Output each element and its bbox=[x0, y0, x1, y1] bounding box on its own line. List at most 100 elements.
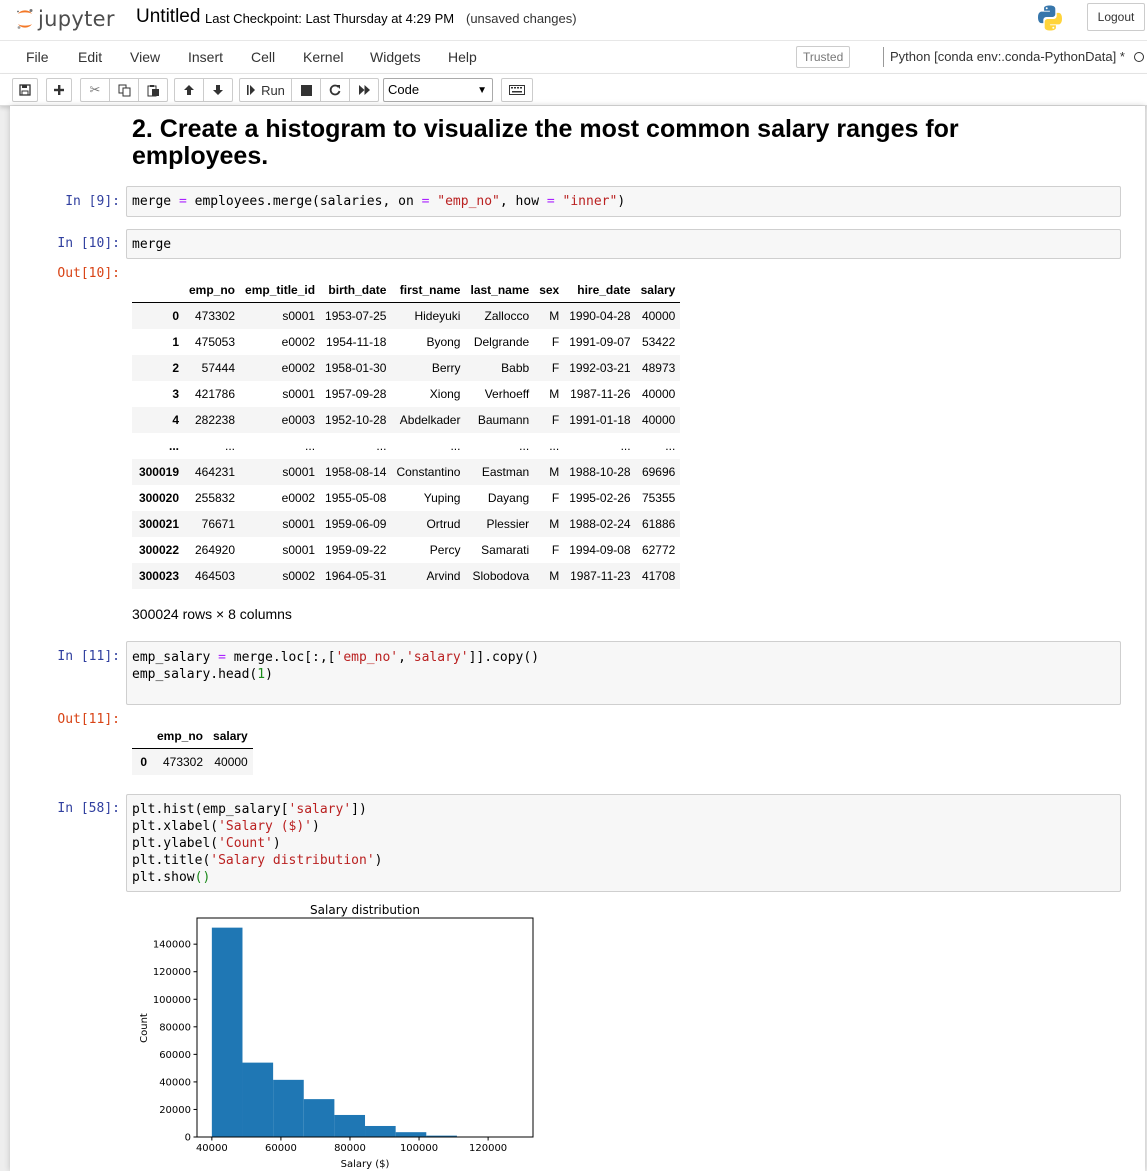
table-cell: 40000 bbox=[641, 413, 676, 427]
code-cell-in-10[interactable]: merge bbox=[126, 229, 1121, 259]
table-cell: 69696 bbox=[641, 465, 676, 479]
code-line: merge = employees.merge(salaries, on = "… bbox=[132, 194, 626, 209]
table-cell: s0001 bbox=[282, 387, 316, 401]
table-cell: ... bbox=[376, 439, 387, 453]
table-cell: F bbox=[551, 361, 560, 375]
table-cell: 48973 bbox=[641, 361, 676, 375]
table-cell: 473302 bbox=[162, 755, 204, 769]
x-tick-label: 80000 bbox=[334, 1143, 366, 1154]
table-cell: 475053 bbox=[194, 335, 236, 349]
row-index: 0 bbox=[140, 755, 147, 769]
save-button[interactable] bbox=[12, 78, 38, 102]
run-button[interactable]: Run bbox=[239, 78, 292, 102]
copy-icon bbox=[118, 84, 130, 96]
table-cell: Samarati bbox=[481, 543, 530, 557]
y-tick-label: 60000 bbox=[159, 1050, 191, 1061]
column-header: emp_title_id bbox=[240, 277, 321, 303]
toolbar: ✂ Run Code ▼ bbox=[0, 74, 1147, 106]
kernel-name[interactable]: Python [conda env:.conda-PythonData] * bbox=[890, 49, 1125, 64]
paste-button[interactable] bbox=[138, 78, 168, 102]
restart-run-all-button[interactable] bbox=[349, 78, 379, 102]
column-header: emp_no bbox=[184, 277, 241, 303]
table-cell: 464231 bbox=[194, 465, 236, 479]
table-cell: 1988-10-28 bbox=[569, 465, 631, 479]
table-cell: e0003 bbox=[281, 413, 316, 427]
table-cell: 1987-11-26 bbox=[570, 387, 631, 401]
menu-help[interactable]: Help bbox=[448, 49, 477, 65]
kernel-idle-indicator-icon bbox=[1134, 52, 1144, 62]
command-palette-button[interactable] bbox=[501, 78, 533, 102]
code-cell-in-58[interactable]: plt.hist(emp_salary['salary']) plt.xlabe… bbox=[126, 794, 1121, 892]
table-cell: Percy bbox=[429, 543, 461, 557]
code-line: plt.ylabel('Count') bbox=[132, 836, 281, 851]
menu-kernel[interactable]: Kernel bbox=[303, 49, 344, 65]
table-cell: 1957-09-28 bbox=[325, 387, 387, 401]
notebook-name[interactable]: Untitled bbox=[136, 6, 201, 27]
menu-widgets[interactable]: Widgets bbox=[370, 49, 421, 65]
histogram-bar bbox=[303, 1099, 335, 1137]
table-cell: M bbox=[549, 517, 560, 531]
table-row: 4 282238 e0003 1952-10-28 Abdelkader Baumann F… bbox=[132, 407, 681, 433]
logout-button[interactable]: Logout bbox=[1087, 3, 1145, 31]
row-index: 300021 bbox=[138, 517, 179, 531]
table-cell: Hideyuki bbox=[414, 309, 461, 323]
table-cell: Berry bbox=[431, 361, 461, 375]
plot-frame bbox=[196, 917, 534, 1138]
cell-type-value: Code bbox=[388, 82, 420, 97]
row-index: 300022 bbox=[138, 543, 179, 557]
cell-prompt-out-11: Out[11]: bbox=[57, 712, 120, 727]
histogram-bar bbox=[242, 1062, 274, 1137]
table-cell: 40000 bbox=[214, 755, 248, 769]
histogram-bar bbox=[334, 1114, 366, 1137]
row-index: 3 bbox=[172, 387, 179, 401]
code-cell-in-9[interactable]: merge = employees.merge(salaries, on = "… bbox=[126, 186, 1121, 217]
copy-button[interactable] bbox=[109, 78, 139, 102]
table-row: 300021 76671 s0001 1959-06-09 Ortrud Plessier… bbox=[132, 511, 681, 537]
table-row: 0 473302 s0001 1953-07-25 Hideyuki Zallocco M 1… bbox=[132, 302, 681, 329]
cell-type-select[interactable]: Code ▼ bbox=[383, 78, 493, 102]
x-axis-label: Salary ($) bbox=[341, 1159, 390, 1170]
restart-kernel-button[interactable] bbox=[320, 78, 350, 102]
menu-insert[interactable]: Insert bbox=[188, 49, 224, 65]
table-cell: e0002 bbox=[281, 491, 316, 505]
table-cell: 76671 bbox=[201, 517, 236, 531]
table-cell: Xiong bbox=[429, 387, 461, 401]
jupyter-logo[interactable]: jupyter bbox=[16, 4, 115, 34]
table-cell: s0001 bbox=[282, 517, 316, 531]
row-index: ... bbox=[168, 439, 179, 453]
cell-prompt-in-11: In [11]: bbox=[57, 649, 120, 664]
interrupt-kernel-button[interactable] bbox=[291, 78, 321, 102]
table-cell: ... bbox=[519, 439, 530, 453]
table-cell: 1959-09-22 bbox=[325, 543, 387, 557]
code-line: plt.title('Salary distribution') bbox=[132, 853, 383, 868]
menu-cell[interactable]: Cell bbox=[251, 49, 276, 65]
table-cell: Plessier bbox=[486, 517, 530, 531]
row-index: 0 bbox=[172, 309, 179, 323]
table-row: 300022 264920 s0001 1959-09-22 Percy Samarati… bbox=[132, 537, 680, 563]
table-cell: Delgrande bbox=[473, 335, 530, 349]
column-header: birth_date bbox=[320, 277, 392, 303]
checkpoint-status: Last Checkpoint: Last Thursday at 4:29 P… bbox=[205, 11, 455, 26]
insert-cell-button[interactable] bbox=[46, 78, 72, 102]
table-cell: M bbox=[549, 309, 560, 323]
table-row: 300023 464503 s0002 1964-05-31 Arvind Slobodo… bbox=[132, 563, 681, 589]
menu-view[interactable]: View bbox=[130, 49, 161, 65]
menu-file[interactable]: File bbox=[26, 49, 49, 65]
menu-edit[interactable]: Edit bbox=[78, 49, 103, 65]
move-up-button[interactable] bbox=[174, 78, 204, 102]
code-cell-in-11[interactable]: emp_salary = merge.loc[:,['emp_no','sala… bbox=[126, 641, 1121, 705]
salary-histogram: 40000 60000 80000 100000 120000 0 20000 40000 6… bbox=[139, 903, 534, 1170]
move-down-button[interactable] bbox=[203, 78, 233, 102]
cut-button[interactable]: ✂ bbox=[80, 78, 110, 102]
trusted-badge[interactable]: Trusted bbox=[796, 46, 851, 68]
table-cell: 282238 bbox=[194, 413, 236, 427]
table-row: 0 473302 40000 bbox=[132, 748, 253, 775]
table-row: ........................... bbox=[132, 433, 680, 459]
index-header bbox=[132, 723, 152, 749]
table-cell: F bbox=[551, 543, 560, 557]
table-cell: 1990-04-28 bbox=[569, 309, 631, 323]
plus-icon bbox=[54, 85, 64, 95]
table-cell: 1991-01-18 bbox=[569, 413, 631, 427]
row-index: 2 bbox=[172, 361, 179, 375]
arrow-down-icon bbox=[213, 85, 223, 95]
